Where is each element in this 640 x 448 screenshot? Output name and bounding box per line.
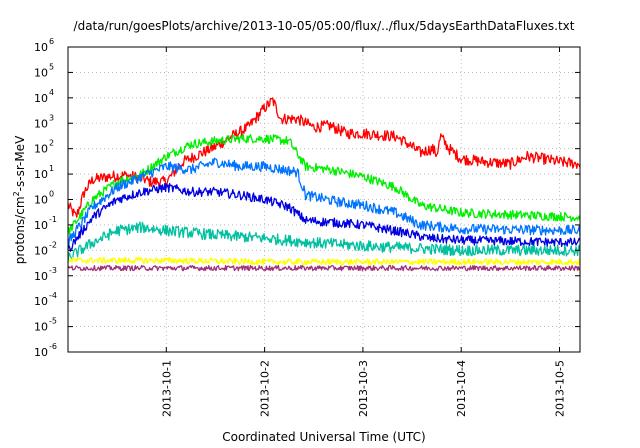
y-tick-exponent: 1: [49, 164, 54, 173]
y-tick-exponent: 5: [49, 62, 54, 71]
y-tick-exponent: -2: [49, 240, 57, 249]
ticks: 10 -610 -510 -410 -310 -210 -110 010 110 210 310 41…: [34, 37, 580, 417]
y-tick-label: 10: [34, 295, 48, 308]
x-tick-label-group: 2013-10-3: [357, 360, 370, 417]
y-tick-label: 10: [34, 219, 48, 232]
y-tick-exponent: 3: [49, 113, 54, 122]
y-axis-label-base: protons/cm: [13, 196, 27, 264]
y-tick-exponent: 4: [49, 88, 54, 97]
y-tick-label: 10: [34, 41, 48, 54]
y-tick-exponent: -1: [49, 215, 57, 224]
svg-text:protons/cm2-s-sr-MeV: protons/cm2-s-sr-MeV: [12, 135, 27, 264]
y-tick-label: 10: [34, 92, 48, 105]
series-line-4: [67, 182, 581, 252]
y-tick-exponent: -6: [49, 342, 57, 351]
chart-title: /data/run/goesPlots/archive/2013-10-05/0…: [74, 19, 575, 33]
y-tick-label: 10: [34, 321, 48, 334]
y-tick-exponent: 6: [49, 37, 54, 46]
y-axis-label-rest: -s-sr-MeV: [13, 135, 27, 191]
series-line-3: [67, 157, 581, 247]
y-tick-label: 10: [34, 117, 48, 130]
x-tick-label: 2013-10-1: [160, 360, 173, 417]
x-tick-label-group: 2013-10-2: [259, 360, 272, 417]
x-tick-label-group: 2013-10-5: [554, 360, 567, 417]
x-tick-label: 2013-10-2: [259, 360, 272, 417]
y-tick-exponent: 0: [49, 190, 54, 199]
y-tick-exponent: 2: [49, 139, 54, 148]
y-axis-label: protons/cm2-s-sr-MeV: [12, 135, 27, 264]
y-tick-label: 10: [34, 244, 48, 257]
y-tick-exponent: -4: [49, 291, 57, 300]
y-axis-label-sup: 2: [12, 191, 21, 196]
series-line-7: [67, 264, 581, 272]
series-group: [67, 97, 581, 272]
y-tick-label: 10: [34, 194, 48, 207]
x-tick-label: 2013-10-4: [455, 360, 468, 417]
x-axis-label: Coordinated Universal Time (UTC): [222, 430, 425, 444]
y-tick-label: 10: [34, 168, 48, 181]
series-line-5: [67, 221, 581, 264]
y-tick-label: 10: [34, 270, 48, 283]
x-tick-label: 2013-10-3: [357, 360, 370, 417]
y-tick-label: 10: [34, 66, 48, 79]
series-line-1: [67, 97, 581, 218]
x-tick-label: 2013-10-5: [554, 360, 567, 417]
y-tick-exponent: -3: [49, 266, 57, 275]
series-line-6: [67, 256, 581, 266]
y-tick-label: 10: [34, 143, 48, 156]
y-tick-label: 10: [34, 346, 48, 359]
y-tick-exponent: -5: [49, 317, 57, 326]
x-tick-label-group: 2013-10-4: [455, 360, 468, 417]
series-line-2: [67, 133, 581, 236]
x-tick-label-group: 2013-10-1: [160, 360, 173, 417]
